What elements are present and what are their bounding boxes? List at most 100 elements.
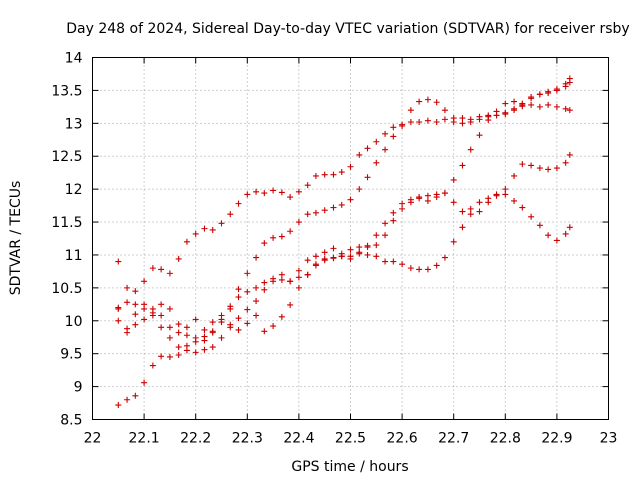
- y-tick-label: 12: [65, 182, 83, 198]
- y-tick-label: 8.5: [60, 413, 82, 429]
- data-point-series-2: [407, 119, 414, 126]
- data-point-series-2: [183, 238, 190, 245]
- data-point-series-3: [338, 201, 345, 208]
- data-point-series-5: [424, 197, 431, 204]
- data-point-series-4: [321, 249, 328, 256]
- data-point-series-3: [235, 286, 242, 293]
- data-point-series-5: [192, 338, 199, 345]
- data-point-series-4: [141, 316, 148, 323]
- data-point-series-5: [270, 323, 277, 330]
- data-point-series-5: [321, 255, 328, 262]
- data-point-series-3: [373, 159, 380, 166]
- data-point-series-1: [124, 396, 131, 403]
- data-points: [115, 75, 573, 409]
- data-point-series-4: [502, 186, 509, 193]
- data-point-series-3: [347, 196, 354, 203]
- data-point-series-3: [519, 101, 526, 108]
- data-point-series-4: [467, 211, 474, 218]
- data-point-series-4: [424, 266, 431, 273]
- data-point-series-2: [278, 189, 285, 196]
- data-point-series-4: [399, 261, 406, 268]
- grid-lines: [92, 57, 609, 420]
- x-tick-label: 22.8: [490, 431, 521, 447]
- data-point-series-1: [261, 286, 268, 293]
- data-point-series-3: [493, 112, 500, 119]
- data-point-series-4: [382, 258, 389, 265]
- data-point-series-3: [158, 312, 165, 319]
- data-point-series-4: [450, 238, 457, 245]
- data-point-series-4: [416, 266, 423, 273]
- chart-title: Day 248 of 2024, Sidereal Day-to-day VTE…: [66, 21, 629, 37]
- data-point-series-3: [382, 146, 389, 153]
- data-point-series-5: [244, 320, 251, 327]
- data-point-series-1: [476, 132, 483, 139]
- data-point-series-4: [278, 271, 285, 278]
- data-point-series-1: [149, 362, 156, 369]
- data-point-series-5: [553, 237, 560, 244]
- data-point-series-5: [416, 194, 423, 201]
- data-point-series-3: [450, 115, 457, 122]
- data-point-series-5: [347, 253, 354, 260]
- data-point-series-2: [364, 145, 371, 152]
- data-point-series-2: [132, 301, 139, 308]
- data-point-series-1: [424, 192, 431, 199]
- data-point-series-3: [295, 219, 302, 226]
- data-point-series-2: [416, 119, 423, 126]
- data-point-series-2: [312, 172, 319, 179]
- data-point-series-4: [519, 161, 526, 168]
- data-point-series-2: [338, 169, 345, 176]
- data-point-series-2: [141, 278, 148, 285]
- data-point-series-5: [485, 195, 492, 202]
- data-point-series-3: [124, 299, 131, 306]
- data-point-series-1: [511, 98, 518, 105]
- data-point-series-2: [209, 226, 216, 233]
- data-point-series-5: [373, 232, 380, 239]
- data-point-series-1: [373, 242, 380, 249]
- data-point-series-5: [295, 284, 302, 291]
- data-point-series-4: [227, 303, 234, 310]
- data-point-series-5: [467, 205, 474, 212]
- data-point-series-3: [553, 87, 560, 94]
- data-point-series-1: [562, 105, 569, 112]
- data-point-series-4: [201, 326, 208, 333]
- data-point-series-4: [235, 294, 242, 301]
- data-point-series-3: [364, 174, 371, 181]
- data-point-series-2: [270, 187, 277, 194]
- data-point-series-5: [536, 222, 543, 229]
- data-point-series-1: [218, 334, 225, 341]
- data-point-series-2: [390, 124, 397, 131]
- data-point-series-4: [373, 253, 380, 260]
- data-point-series-1: [399, 205, 406, 212]
- data-point-series-4: [511, 172, 518, 179]
- data-point-series-3: [407, 107, 414, 114]
- data-point-series-2: [424, 117, 431, 124]
- data-point-series-1: [201, 346, 208, 353]
- data-point-series-1: [356, 244, 363, 251]
- x-tick-label: 22.1: [129, 431, 160, 447]
- data-point-series-3: [270, 234, 277, 241]
- data-point-series-4: [545, 166, 552, 173]
- data-point-series-2: [124, 284, 131, 291]
- data-point-series-4: [433, 262, 440, 269]
- data-point-series-2: [441, 116, 448, 123]
- data-point-series-5: [459, 208, 466, 215]
- data-point-series-5: [227, 321, 234, 328]
- data-point-series-2: [218, 220, 225, 227]
- data-point-series-1: [141, 379, 148, 386]
- data-point-series-4: [553, 165, 560, 172]
- data-point-series-5: [356, 250, 363, 257]
- x-tick-label: 22.9: [541, 431, 572, 447]
- data-point-series-5: [407, 196, 414, 203]
- data-point-series-1: [536, 103, 543, 110]
- data-point-series-5: [399, 200, 406, 207]
- data-point-series-4: [166, 305, 173, 312]
- data-point-series-2: [373, 138, 380, 145]
- data-point-series-2: [227, 211, 234, 218]
- data-point-series-5: [287, 301, 294, 308]
- data-point-series-2: [382, 130, 389, 137]
- data-point-series-2: [347, 163, 354, 170]
- data-point-series-5: [562, 230, 569, 237]
- data-point-series-4: [459, 224, 466, 231]
- y-axis-label: SDTVAR / TECUs: [8, 181, 24, 296]
- data-point-series-4: [183, 324, 190, 331]
